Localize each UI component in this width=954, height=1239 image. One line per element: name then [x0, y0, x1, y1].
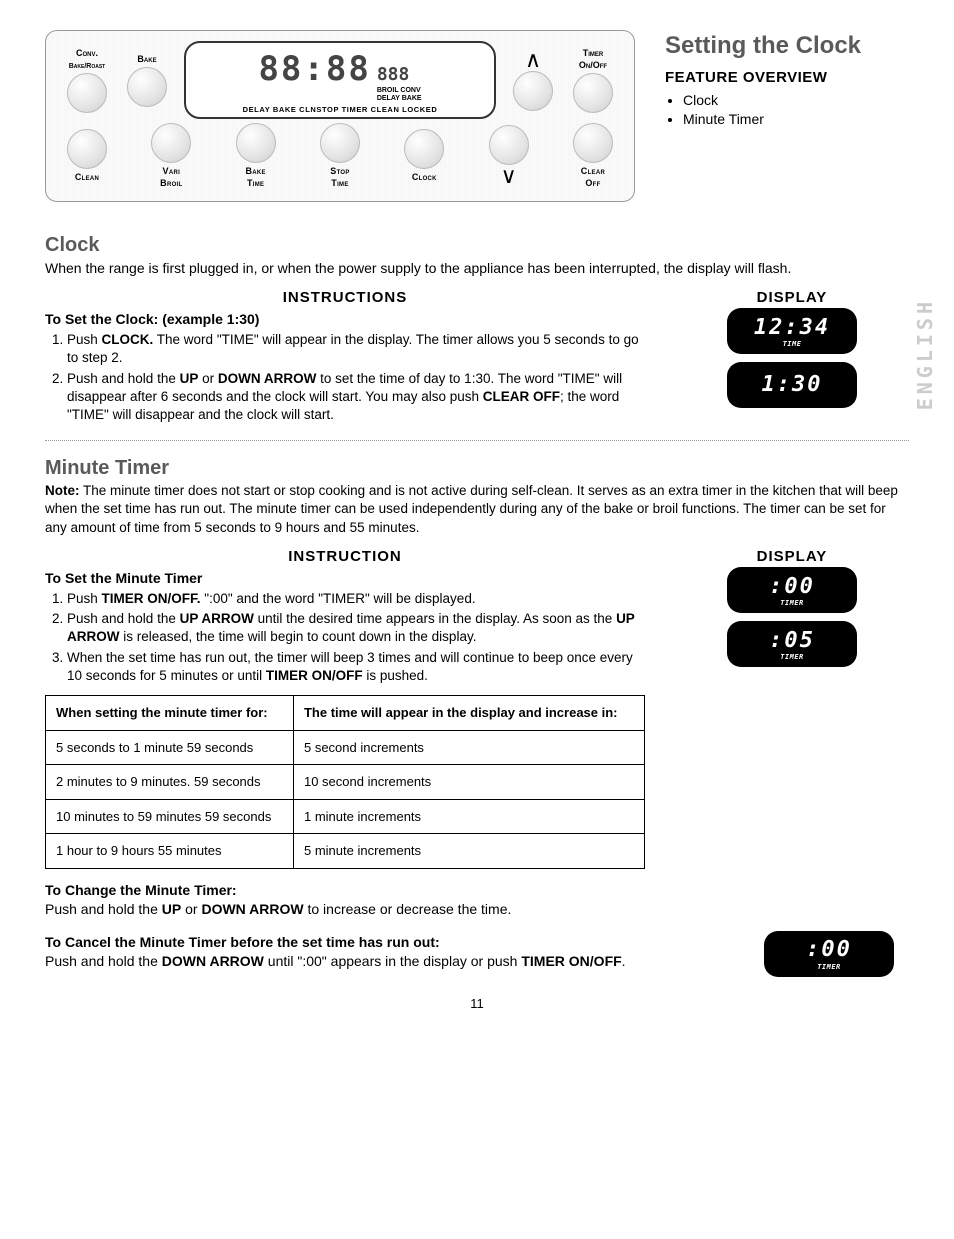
- vari-broil-button: [151, 123, 191, 163]
- set-timer-subhead: To Set the Minute Timer: [45, 569, 645, 588]
- bake-button: [127, 67, 167, 107]
- change-timer-head: To Change the Minute Timer:: [45, 881, 909, 900]
- down-arrow-icon: ∨: [501, 165, 517, 187]
- cancel-timer-text: Push and hold the DOWN ARROW until ":00"…: [45, 952, 719, 971]
- feature-overview: Setting the Clock FEATURE OVERVIEW Clock…: [665, 30, 861, 202]
- step: When the set time has run out, the timer…: [67, 649, 645, 685]
- divider: [45, 440, 909, 441]
- table-row: 5 seconds to 1 minute 59 seconds5 second…: [46, 730, 645, 765]
- display-head: DISPLAY: [757, 288, 828, 308]
- bake-time-button: [236, 123, 276, 163]
- up-arrow-icon: ∧: [525, 49, 541, 71]
- table-row: 1 hour to 9 hours 55 minutes5 minute inc…: [46, 834, 645, 869]
- lcd-display: 88:88 888 BROIL CONV DELAY BAKE DELAY BA…: [184, 41, 496, 119]
- display-example: 1:30: [727, 362, 857, 408]
- control-panel: Conv.Bake/Roast Bake 88:88 888 BROIL CON…: [45, 30, 635, 202]
- display-example: :05 TIMER: [727, 621, 857, 667]
- clock-heading: Clock: [45, 232, 909, 259]
- instructions-head: INSTRUCTIONS: [45, 288, 645, 308]
- set-clock-subhead: To Set the Clock: (example 1:30): [45, 310, 645, 329]
- step: Push and hold the UP ARROW until the des…: [67, 610, 645, 646]
- language-label: ENGLISH: [912, 298, 939, 410]
- stop-time-button: [320, 123, 360, 163]
- clock-intro: When the range is first plugged in, or w…: [45, 259, 909, 278]
- page-title: Setting the Clock: [665, 30, 861, 62]
- display-example: :00 TIMER: [764, 931, 894, 977]
- cancel-timer-head: To Cancel the Minute Timer before the se…: [45, 933, 719, 952]
- table-row: 10 minutes to 59 minutes 59 seconds1 min…: [46, 799, 645, 834]
- conv-bake-roast-button: [67, 73, 107, 113]
- clock-button: [404, 129, 444, 169]
- display-head: DISPLAY: [757, 547, 828, 567]
- overview-heading: FEATURE OVERVIEW: [665, 68, 861, 88]
- btn-label: Conv.Bake/Roast: [69, 47, 106, 72]
- table-row: 2 minutes to 9 minutes. 59 seconds10 sec…: [46, 765, 645, 800]
- lcd-main-digits: 88:88: [258, 47, 370, 93]
- step: Push TIMER ON/OFF. ":00" and the word "T…: [67, 590, 645, 608]
- btn-label: TimerOn/Off: [579, 47, 607, 71]
- page-number: 11: [45, 995, 909, 1013]
- display-example: :00 TIMER: [727, 567, 857, 613]
- increments-table: When setting the minute timer for: The t…: [45, 695, 645, 869]
- btn-label: Bake: [137, 53, 156, 65]
- step: Push and hold the UP or DOWN ARROW to se…: [67, 370, 645, 425]
- display-example: 12:34 TIME: [727, 308, 857, 354]
- overview-item: Minute Timer: [683, 110, 861, 129]
- timer-note: Note: The minute timer does not start or…: [45, 482, 909, 537]
- clock-steps: Push CLOCK. The word "TIME" will appear …: [67, 331, 645, 424]
- step: Push CLOCK. The word "TIME" will appear …: [67, 331, 645, 367]
- timer-onoff-button: [573, 73, 613, 113]
- change-timer-text: Push and hold the UP or DOWN ARROW to in…: [45, 900, 909, 919]
- lcd-status-row: DELAY BAKE CLNSTOP TIMER CLEAN LOCKED: [243, 105, 438, 115]
- timer-steps: Push TIMER ON/OFF. ":00" and the word "T…: [67, 590, 645, 685]
- table-header: The time will appear in the display and …: [293, 696, 644, 731]
- down-arrow-button: [489, 125, 529, 165]
- table-header: When setting the minute timer for:: [46, 696, 294, 731]
- instruction-head: INSTRUCTION: [45, 547, 645, 567]
- overview-item: Clock: [683, 91, 861, 110]
- up-arrow-button: [513, 71, 553, 111]
- lcd-side-digits: 888: [377, 63, 410, 87]
- timer-heading: Minute Timer: [45, 455, 909, 482]
- clear-off-button: [573, 123, 613, 163]
- clean-button: [67, 129, 107, 169]
